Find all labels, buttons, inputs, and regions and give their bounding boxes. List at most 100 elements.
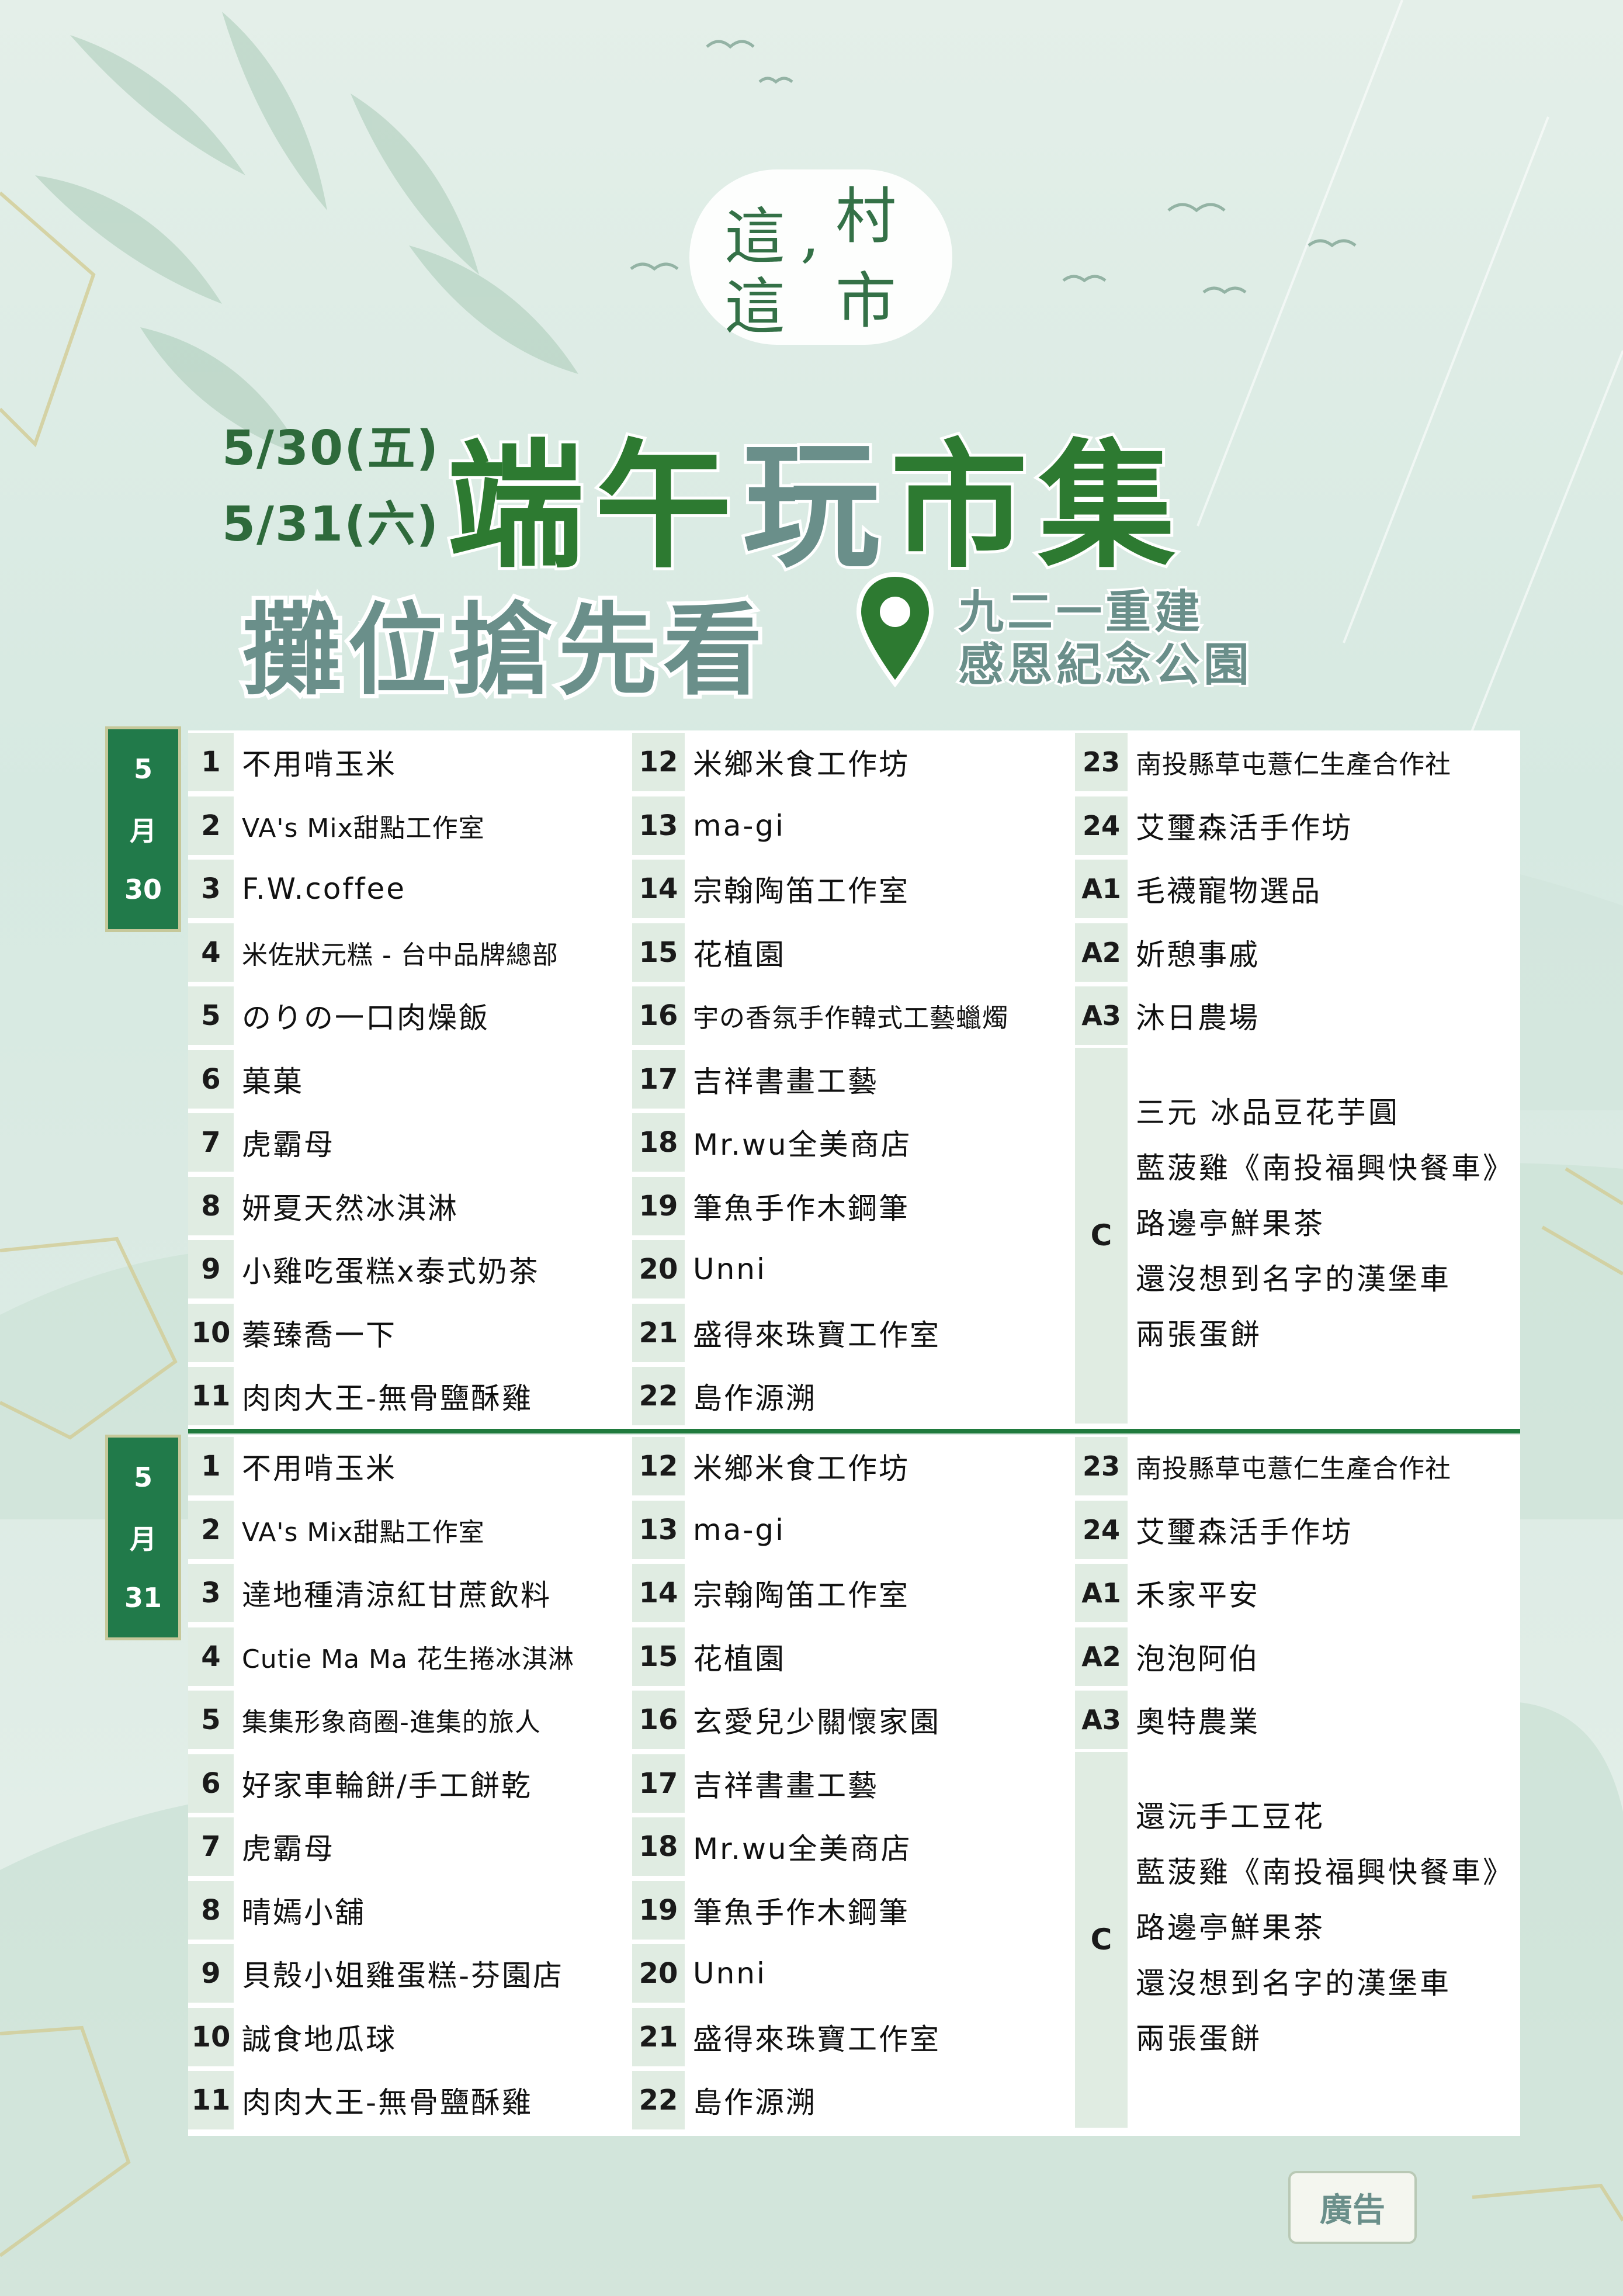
booth-number: 10 (188, 1303, 234, 1362)
booth-number: 6 (188, 1754, 234, 1813)
booth-name: 吉祥書畫工藝 (693, 1064, 879, 1099)
booth-row: 15 花植園 (632, 1625, 1070, 1688)
title-part-1: 端午 (444, 424, 743, 590)
booth-row: 11 肉肉大王-無骨鹽酥雞 (188, 2069, 626, 2132)
booth-number: 24 (1075, 796, 1128, 855)
food-zone-item: 三元 冰品豆花芋圓 (1136, 1096, 1400, 1130)
booth-row: 8 晴嫣小舖 (188, 1879, 626, 1942)
booth-name: 南投縣草屯薏仁生產合作社 (1136, 750, 1451, 780)
booth-row: A1 禾家平安 (1075, 1561, 1519, 1625)
food-zone-item: 藍菠雞《南投福興快餐車》 (1136, 1855, 1514, 1889)
booth-row: 12 米鄉米食工作坊 (632, 1435, 1070, 1498)
booth-number: 9 (188, 1240, 234, 1298)
food-zone-item: 還沅手工豆花 (1136, 1800, 1325, 1834)
booth-name: 毛襪寵物選品 (1136, 874, 1322, 908)
event-date-1: 5/30(五) (222, 421, 440, 476)
title-part-3: 市集 (887, 424, 1186, 590)
booth-number: 18 (632, 1817, 685, 1876)
booth-row: 16 宇の香氛手作韓式工藝蠟燭 (632, 984, 1070, 1047)
title-part-2: 玩 (740, 424, 890, 590)
booth-name: 玄愛兒少關懷家園 (693, 1705, 941, 1739)
booth-name: 貝殼小姐雞蛋糕-芬園店 (242, 1959, 564, 1993)
food-zone-list: 三元 冰品豆花芋圓 藍菠雞《南投福興快餐車》 路邊亭鮮果茶 還沒想到名字的漢堡車 兩張蛋… (1136, 1083, 1514, 1360)
booth-row: 18 Mr.wu全美商店 (632, 1111, 1070, 1174)
event-date-2: 5/31(六) (222, 497, 440, 552)
food-zone-item: 還沒想到名字的漢堡車 (1136, 1966, 1451, 2000)
booth-row: 10 蓁臻喬一下 (188, 1301, 626, 1365)
booth-number: 24 (1075, 1500, 1128, 1559)
ad-badge: 廣告 (1288, 2171, 1417, 2244)
booth-number: A1 (1075, 1564, 1128, 1622)
booth-row: 3 F.W.coffee (188, 857, 626, 920)
booth-name: VA's Mix甜點工作室 (242, 813, 485, 843)
booth-row: 11 肉肉大王-無骨鹽酥雞 (188, 1365, 626, 1428)
food-zone-item: 還沒想到名字的漢堡車 (1136, 1262, 1451, 1296)
booth-row: 16 玄愛兒少關懷家園 (632, 1688, 1070, 1751)
booth-row: A3 沐日農場 (1075, 984, 1519, 1047)
food-zone-label: C (1075, 1047, 1128, 1424)
booth-row: 19 筆魚手作木鋼筆 (632, 1175, 1070, 1238)
booth-name: 妡憩事戚 (1136, 937, 1260, 972)
day-tab-may-31: 5 月 31 (105, 1435, 181, 1640)
booth-row: 2 VA's Mix甜點工作室 (188, 1498, 626, 1561)
booth-row: 12 米鄉米食工作坊 (632, 730, 1070, 794)
booth-number: 8 (188, 1881, 234, 1940)
food-zone-item: 兩張蛋餅 (1136, 2022, 1262, 2056)
booth-row: 21 盛得來珠寶工作室 (632, 1301, 1070, 1365)
booth-number: 14 (632, 860, 685, 918)
booth-name: 不用啃玉米 (242, 1452, 397, 1485)
booth-row: 5 集集形象商圈-進集的旅人 (188, 1688, 626, 1751)
booth-row: 6 菓菓 (188, 1048, 626, 1111)
booth-number: 21 (632, 1303, 685, 1362)
booth-number: A2 (1075, 923, 1128, 982)
booth-row: 17 吉祥書畫工藝 (632, 1048, 1070, 1111)
booth-name: 集集形象商圈-進集的旅人 (242, 1708, 541, 1737)
food-zone-list: 還沅手工豆花 藍菠雞《南投福興快餐車》 路邊亭鮮果茶 還沒想到名字的漢堡車 兩張蛋餅 (1136, 1787, 1514, 2065)
booth-table-day2: 1 不用啃玉米 2 VA's Mix甜點工作室 3 達地種清涼紅甘蔗飲料 4 Cutie Ma… (188, 1435, 1520, 2136)
booth-row: 9 小雞吃蛋糕x泰式奶茶 (188, 1238, 626, 1301)
booth-number: 1 (188, 1437, 234, 1495)
location-pin-icon (856, 572, 934, 688)
main-title: 端午玩市集 (444, 394, 1186, 590)
booth-name: 沐日農場 (1136, 1001, 1260, 1035)
booth-row: 1 不用啃玉米 (188, 1435, 626, 1498)
booth-row: 5 のりの一口肉燥飯 (188, 984, 626, 1047)
booth-number: 14 (632, 1564, 685, 1622)
booth-row: A2 泡泡阿伯 (1075, 1625, 1519, 1688)
booth-number: 18 (632, 1113, 685, 1172)
booth-row: 22 島作源溯 (632, 2069, 1070, 2132)
booth-number: 2 (188, 1500, 234, 1559)
booth-number: 3 (188, 1564, 234, 1622)
logo-char: 這 (724, 201, 786, 272)
booth-name: 南投縣草屯薏仁生產合作社 (1136, 1454, 1451, 1484)
day-tab-text: 月 (130, 1523, 157, 1555)
booth-name: Unni (693, 1252, 767, 1286)
booth-number: 5 (188, 986, 234, 1045)
booth-number: 22 (632, 2071, 685, 2129)
booth-number: 13 (632, 1500, 685, 1559)
logo: 這 村 , 這 市 (689, 169, 952, 345)
booth-number: 12 (632, 1437, 685, 1495)
booth-name: 米鄉米食工作坊 (693, 1452, 910, 1485)
booth-row: 24 艾璽森活手作坊 (1075, 1498, 1519, 1561)
booth-name: 妍夏天然冰淇淋 (242, 1191, 459, 1225)
booth-name: VA's Mix甜點工作室 (242, 1517, 485, 1547)
booth-row: 2 VA's Mix甜點工作室 (188, 794, 626, 857)
booth-name: 泡泡阿伯 (1136, 1642, 1260, 1676)
booth-row: 8 妍夏天然冰淇淋 (188, 1175, 626, 1238)
logo-char: 這 (724, 271, 786, 342)
booth-number: 9 (188, 1944, 234, 2003)
booth-name: 艾璽森活手作坊 (1136, 1515, 1353, 1549)
booth-name: 島作源溯 (693, 2086, 817, 2120)
day-tab-text: 5 (133, 1462, 152, 1494)
booth-row: 21 盛得來珠寶工作室 (632, 2006, 1070, 2069)
logo-char: 村 (835, 181, 897, 252)
booth-row: 15 花植園 (632, 921, 1070, 984)
booth-row: 4 Cutie Ma Ma 花生捲冰淇淋 (188, 1625, 626, 1688)
food-zone-item: 藍菠雞《南投福興快餐車》 (1136, 1151, 1514, 1185)
day-tab-text: 5 (133, 753, 152, 785)
booth-name: Mr.wu全美商店 (693, 1128, 912, 1162)
day-divider (188, 1429, 1520, 1433)
booth-number: A1 (1075, 860, 1128, 918)
booth-number: 23 (1075, 733, 1128, 791)
